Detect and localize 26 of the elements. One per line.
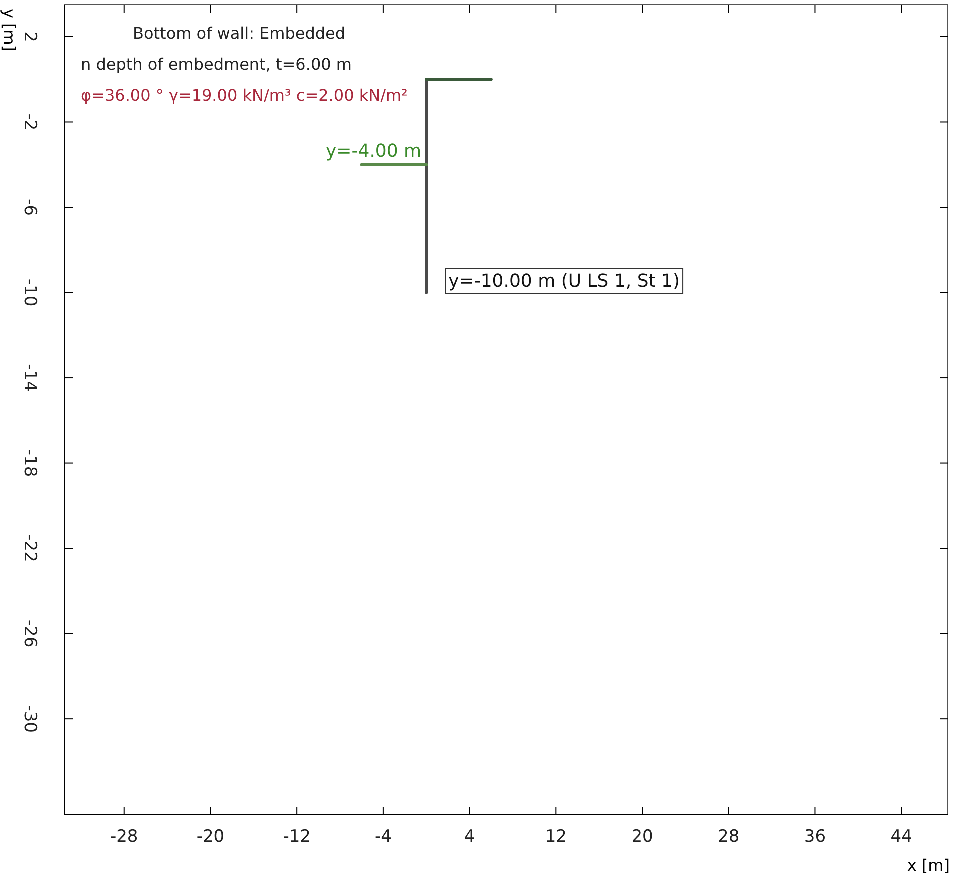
y-tick-label: 2 (20, 32, 40, 42)
y-tick-label: -22 (20, 534, 40, 562)
x-tick-label: -4 (374, 826, 392, 847)
annotation: φ=36.00 ° γ=19.00 kN/m³ c=2.00 kN/m² (81, 86, 408, 105)
y-axis-title: y [m] (0, 9, 19, 52)
annotation: Bottom of wall: Embedded (133, 24, 346, 43)
x-tick-label: 36 (804, 826, 826, 847)
x-axis-title: x [m] (907, 856, 950, 875)
annotation: y=-4.00 m (326, 140, 422, 162)
annotation: y=-10.00 m (U LS 1, St 1) (448, 270, 680, 292)
y-tick-label: -10 (20, 278, 40, 307)
y-tick-label: -14 (20, 364, 40, 392)
y-tick-label: -30 (20, 705, 40, 733)
y-tick-label: -18 (20, 449, 40, 478)
x-tick-label: 12 (545, 826, 567, 847)
annotation: n depth of embedment, t=6.00 m (81, 55, 352, 74)
y-tick-label: -26 (20, 620, 40, 648)
x-tick-label: -12 (283, 826, 311, 847)
x-tick-label: 44 (890, 826, 912, 847)
x-tick-label: -20 (196, 826, 225, 847)
x-tick-label: 28 (718, 826, 740, 847)
x-tick-label: 4 (464, 826, 476, 847)
x-tick-label: -28 (110, 826, 138, 847)
y-tick-label: -6 (20, 199, 40, 216)
y-tick-label: -2 (20, 114, 40, 131)
x-tick-label: 20 (632, 826, 654, 847)
